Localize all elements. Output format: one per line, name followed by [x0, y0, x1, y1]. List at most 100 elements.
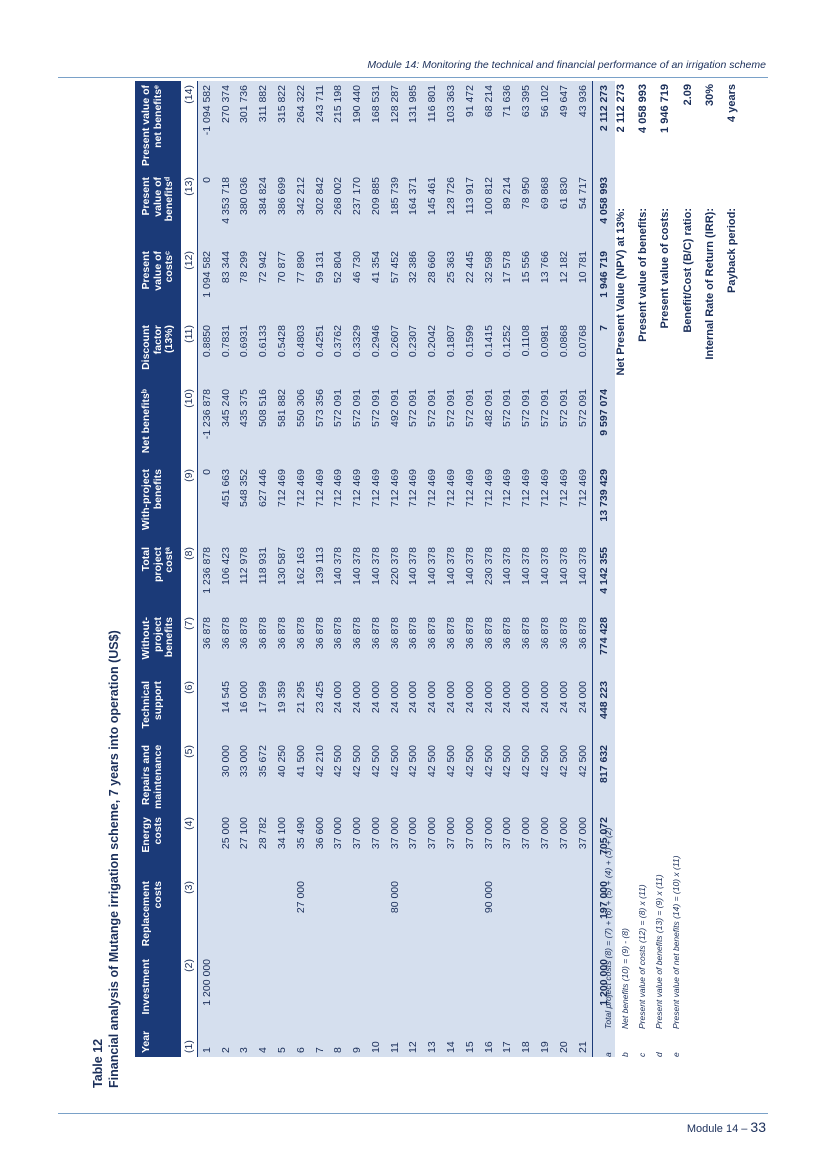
- table-cell: 0.6133: [257, 325, 270, 358]
- table-cell: [235, 877, 254, 955]
- table-cell: 78 299: [238, 251, 251, 284]
- table-cell: 37 000: [501, 817, 514, 850]
- table-cell: 37 000: [557, 817, 570, 850]
- col-number: (12): [180, 247, 197, 321]
- table-cell: 72 942: [257, 251, 270, 284]
- table-cell: [498, 955, 517, 1019]
- financial-summary: Net Present Value (NPV) at 13%: 2 112 273…: [610, 81, 743, 548]
- table-cell: 36 878: [219, 617, 232, 650]
- table-cell: 140 378: [557, 547, 570, 585]
- table-cell: [423, 955, 442, 1019]
- summary-label: Internal Rate of Return (IRR):: [703, 208, 716, 360]
- footnote-text: Present value of costs (12) = (8) x (11): [636, 884, 647, 1029]
- col-number: (5): [180, 741, 197, 813]
- table-cell: 42 210: [313, 745, 326, 778]
- table-cell: 63 395: [520, 85, 533, 118]
- table-cell: 5: [276, 1047, 289, 1053]
- table-cell: 0.0981: [538, 325, 551, 358]
- table-cell: [235, 955, 254, 1019]
- table-cell: 24 000: [557, 681, 570, 714]
- table-cell: 0.1415: [482, 325, 495, 358]
- table-cell: 13: [426, 1041, 439, 1053]
- table-cell: 56 102: [538, 85, 551, 118]
- table-cell: 42 500: [388, 745, 401, 778]
- table-cell: 380 036: [238, 177, 251, 215]
- summary-label: Present value of costs:: [659, 208, 672, 329]
- table-cell: 14 545: [219, 681, 232, 714]
- table-cell: 712 469: [313, 469, 326, 507]
- table-cell: 28 782: [257, 817, 270, 850]
- col-header: Without-project benefits: [135, 613, 180, 677]
- col-header: Present value of benefitsᵈ: [135, 173, 180, 247]
- table-cell: [329, 955, 348, 1019]
- col-number: (14): [180, 81, 197, 173]
- financial-analysis-table: Year Investment Replacement costs Energy…: [135, 81, 615, 1057]
- col-header: Total project costᵃ: [135, 543, 180, 613]
- table-cell: 145 461: [426, 177, 439, 215]
- table-cell: 83 344: [219, 251, 232, 284]
- table-cell: 12 182: [557, 251, 570, 284]
- table-cell: 712 469: [576, 469, 589, 507]
- table-cell: 37 000: [351, 817, 364, 850]
- table-cell: 572 091: [407, 389, 420, 427]
- col-header: Present value of costsᶜ: [135, 247, 180, 321]
- table-cell: 128 726: [445, 177, 458, 215]
- table-cell: 140 378: [520, 547, 533, 585]
- table-cell: 1 094 582: [200, 251, 213, 298]
- summary-row: Net Present Value (NPV) at 13%: 2 112 273: [610, 81, 632, 548]
- table-row: 1 1 200 000 36 878 1 236 878 0 -1 236 878 0.88…: [197, 81, 216, 1057]
- table-cell: 36 878: [351, 617, 364, 650]
- table-row: 5 34 100 40 250 19 359 36 878 130 587 712 469 5…: [273, 81, 292, 1057]
- table-cell: 572 091: [332, 389, 345, 427]
- table-cell: 68 214: [482, 85, 495, 118]
- table-cell: 36 878: [332, 617, 345, 650]
- table-cell: [404, 955, 423, 1019]
- col-header: Investment: [135, 955, 180, 1019]
- table-cell: 34 100: [276, 817, 289, 850]
- table-cell: 42 500: [501, 745, 514, 778]
- table-cell: 35 672: [257, 745, 270, 778]
- table-cell: 36 878: [445, 617, 458, 650]
- summary-row: Present value of costs: 1 946 719: [654, 81, 676, 548]
- table-cell: 23 425: [313, 681, 326, 714]
- table-cell: 3: [238, 1047, 251, 1053]
- col-number: (9): [180, 465, 197, 543]
- table-cell: [517, 877, 536, 955]
- table-cell: 20: [557, 1041, 570, 1053]
- table-cell: 27 100: [238, 817, 251, 850]
- table-cell: 1 236 878: [200, 547, 213, 594]
- table-cell: 37 000: [445, 817, 458, 850]
- table-cell: 106 423: [219, 547, 232, 585]
- table-number: Table 12: [91, 1038, 105, 1088]
- table-cell: -1 094 582: [200, 85, 213, 136]
- table-row: 15 37 000 42 500 24 000 36 878 140 378 712 469…: [460, 81, 479, 1057]
- table-cell: 37 000: [520, 817, 533, 850]
- table-cell: [367, 877, 386, 955]
- table-cell: 27 000: [294, 881, 307, 914]
- table-cell: 10: [369, 1041, 382, 1053]
- footer-rule: [58, 1113, 768, 1114]
- table-cell: [254, 955, 273, 1019]
- table-cell: 49 647: [557, 85, 570, 118]
- footnote: e Present value of net benefits (14) = (1…: [667, 537, 684, 1057]
- table-cell: 572 091: [520, 389, 533, 427]
- table-cell: 0.2307: [407, 325, 420, 358]
- table-cell: 15 556: [520, 251, 533, 284]
- summary-label: Net Present Value (NPV) at 13%:: [615, 208, 628, 376]
- table-cell: 17: [501, 1041, 514, 1053]
- col-number: (13): [180, 173, 197, 247]
- table-cell: 42 500: [520, 745, 533, 778]
- table-cell: 89 214: [501, 177, 514, 210]
- table-cell: 36 878: [294, 617, 307, 650]
- table-cell: 36 878: [276, 617, 289, 650]
- table-cell: 30 000: [219, 745, 232, 778]
- table-cell: [310, 877, 329, 955]
- table-cell: 57 452: [388, 251, 401, 284]
- table-cell: 61 830: [557, 177, 570, 210]
- table-cell: [197, 813, 216, 877]
- table-cell: 24 000: [482, 681, 495, 714]
- table-row: 13 37 000 42 500 24 000 36 878 140 378 712 469…: [423, 81, 442, 1057]
- table-cell: 573 356: [313, 389, 326, 427]
- table-cell: 0.7831: [219, 325, 232, 358]
- table-cell: 100 812: [482, 177, 495, 215]
